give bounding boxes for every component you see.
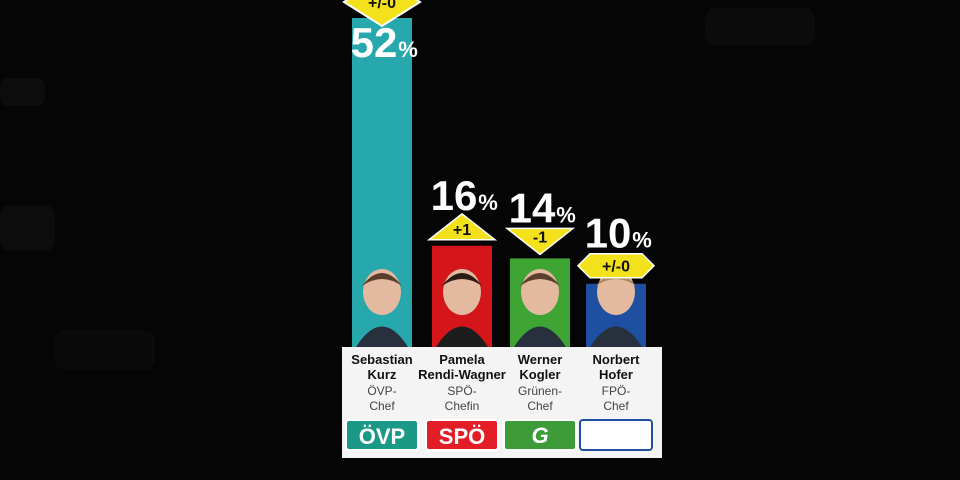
change-badge-1 [426, 212, 498, 241]
candidate-role2-3: Chef [603, 399, 629, 413]
party-logo-0 [345, 419, 419, 451]
candidate-role1-0: ÖVP- [367, 384, 396, 398]
portrait-body-1 [436, 326, 488, 347]
candidate-role2-0: Chef [369, 399, 395, 413]
bg-blur-3 [705, 8, 815, 46]
candidate-last-1: Rendi-Wagner [418, 367, 506, 382]
candidate-role2-1: Chefin [445, 399, 480, 413]
candidate-first-2: Werner [518, 352, 563, 367]
change-label-3: +/-0 [602, 259, 630, 276]
value-suffix-0: % [398, 37, 418, 62]
change-badge-0 [342, 0, 422, 28]
candidate-last-2: Kogler [519, 367, 560, 382]
value-suffix-3: % [632, 228, 652, 253]
candidate-first-3: Norbert [593, 352, 641, 367]
party-logo-text-1: SPÖ [439, 424, 485, 449]
candidate-role1-3: FPÖ- [602, 384, 631, 398]
bg-blur-1 [0, 78, 45, 106]
candidate-last-0: Kurz [368, 367, 397, 382]
value-label-0: 52 [351, 19, 398, 66]
name-panel [342, 347, 662, 418]
bg-blur-4 [55, 330, 155, 370]
portrait-body-2 [514, 326, 566, 347]
party-logo-text-0: ÖVP [359, 424, 405, 449]
party-logo-1 [425, 419, 499, 451]
change-label-2: -1 [533, 229, 547, 246]
party-logo-3 [579, 419, 653, 451]
value-label-1: 16 [431, 172, 478, 219]
value-suffix-1: % [478, 190, 498, 215]
candidate-last-3: Hofer [599, 367, 633, 382]
candidate-role2-2: Chef [527, 399, 553, 413]
portrait-body-3 [590, 326, 642, 347]
portrait-body-0 [356, 326, 408, 347]
candidate-role1-1: SPÖ- [447, 384, 476, 398]
change-label-1: +1 [453, 222, 471, 239]
bg-blur-2 [0, 205, 55, 251]
change-label-0: +/-0 [368, 0, 396, 12]
portrait-hair-0 [362, 273, 402, 286]
party-logo-2 [503, 419, 577, 451]
candidate-first-1: Pamela [439, 352, 485, 367]
change-badge-3 [576, 252, 656, 279]
value-label-2: 14 [509, 184, 556, 231]
portrait-hair-2 [520, 273, 560, 286]
party-logo-text-2: G [531, 423, 548, 448]
change-badge-2 [504, 227, 576, 256]
candidate-role1-2: Grünen- [518, 384, 562, 398]
value-suffix-2: % [556, 202, 576, 227]
candidate-first-0: Sebastian [351, 352, 412, 367]
value-label-3: 10 [585, 210, 632, 257]
portrait-hair-1 [442, 273, 482, 286]
party-logo-text-3: FPÖ [593, 424, 638, 449]
